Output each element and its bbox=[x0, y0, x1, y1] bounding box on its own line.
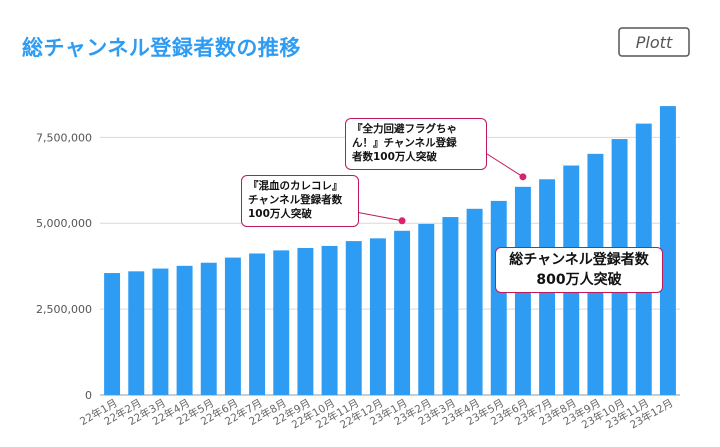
bar bbox=[418, 223, 435, 395]
bar bbox=[297, 247, 314, 395]
bar bbox=[249, 253, 266, 395]
bar bbox=[224, 257, 241, 395]
milestone-line1: 総チャンネル登録者数 bbox=[509, 252, 649, 268]
annotation-dot bbox=[398, 217, 406, 225]
y-tick-label: 7,500,000 bbox=[36, 131, 92, 144]
bar bbox=[369, 238, 386, 395]
y-tick-label: 0 bbox=[85, 389, 92, 402]
bar bbox=[394, 230, 411, 395]
plott-logo: Plott bbox=[618, 27, 690, 57]
annotation-flagchan: 『全力回避フラグちゃ ん！』チャンネル登録 者数100万人突破 bbox=[345, 118, 487, 170]
svg-text:Plott: Plott bbox=[636, 33, 673, 52]
bar bbox=[152, 268, 169, 395]
annotation-dot bbox=[519, 173, 527, 181]
bar bbox=[659, 106, 676, 395]
annotation-karekore: 『混血のカレコレ』 チャンネル登録者数 100万人突破 bbox=[241, 175, 359, 227]
bar bbox=[200, 262, 217, 395]
bar bbox=[490, 200, 507, 395]
bar bbox=[128, 271, 145, 395]
bar bbox=[176, 265, 193, 395]
bar bbox=[104, 273, 121, 395]
milestone-callout: 総チャンネル登録者数 800万人突破 bbox=[495, 247, 663, 293]
y-tick-label: 5,000,000 bbox=[36, 217, 92, 230]
bar bbox=[442, 217, 459, 395]
page-title: 総チャンネル登録者数の推移 bbox=[22, 36, 301, 60]
bar bbox=[321, 245, 338, 395]
y-tick-label: 2,500,000 bbox=[36, 303, 92, 316]
bar bbox=[273, 250, 290, 395]
milestone-line2: 800万人突破 bbox=[536, 272, 622, 288]
bar bbox=[466, 208, 483, 395]
bar bbox=[345, 241, 362, 395]
